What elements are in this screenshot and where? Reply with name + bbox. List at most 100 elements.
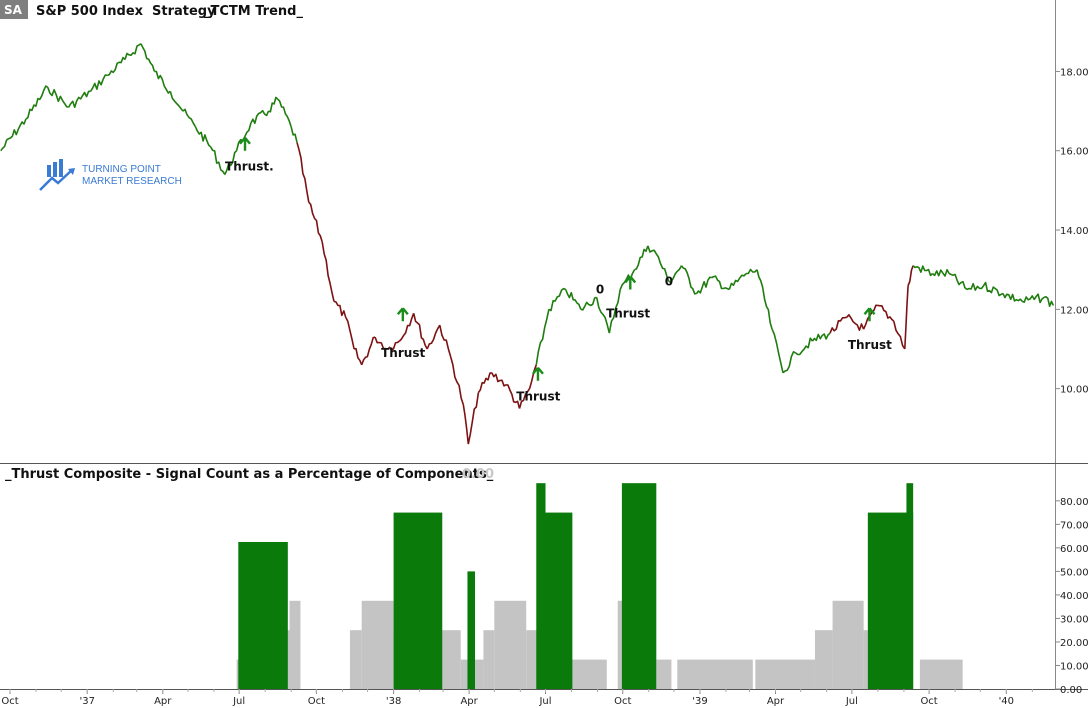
- x-tick-label: Oct: [308, 696, 325, 707]
- component-bar: [656, 659, 672, 689]
- price-y-tick-label: 16.00: [1060, 147, 1088, 158]
- price-line: [0, 43, 1055, 445]
- price-segment: [124, 43, 142, 60]
- component-bar: [863, 630, 868, 689]
- price-segment: [25, 85, 49, 120]
- price-segment: [505, 383, 521, 409]
- component-bar: [617, 600, 623, 689]
- signal-bar: [536, 483, 546, 689]
- price-segment: [333, 300, 347, 318]
- price-segment: [1002, 293, 1023, 302]
- indicator-y-tick-label: 60.00: [1060, 544, 1088, 555]
- x-axis: Oct '37 Apr Jul Oct '38 Apr Jul Oct '39 Apr Jul Oct '…: [1, 689, 1033, 707]
- price-segment: [829, 316, 847, 334]
- chart-title: S&P 500 Index: [36, 4, 144, 19]
- price-segment: [47, 87, 69, 108]
- price-segment: [0, 118, 27, 152]
- price-segment: [224, 150, 238, 175]
- price-segment: [711, 275, 730, 291]
- signal-bar: [467, 571, 476, 689]
- x-tick-label: Apr: [460, 696, 478, 707]
- lower-panel-title: _Thrust Composite - Signal Count as a Pe…: [5, 467, 494, 482]
- price-segment: [680, 265, 697, 295]
- price-segment: [412, 313, 428, 350]
- price-segment: [449, 356, 465, 405]
- component-bar: [494, 600, 527, 689]
- price-segment: [308, 201, 323, 243]
- component-bar: [919, 659, 963, 689]
- signal-zero-label: 0: [596, 283, 604, 297]
- price-segment: [296, 142, 310, 203]
- price-segment: [374, 336, 388, 350]
- x-tick-label: Oct: [614, 696, 631, 707]
- x-tick-label: '38: [386, 696, 401, 707]
- price-segment: [467, 392, 480, 445]
- thrust-label: Thrust.: [225, 160, 274, 174]
- component-bar: [755, 659, 815, 689]
- component-bar: [526, 630, 538, 689]
- signal-bar: [867, 512, 914, 689]
- indicator-y-axis: 0.00 10.00 20.00 30.00 40.00 50.00 60.00 70.00 8…: [1055, 497, 1088, 696]
- up-arrow-icon: [532, 366, 544, 381]
- signal-bar: [621, 483, 657, 689]
- signal-zero-label: 0: [665, 275, 673, 289]
- indicator-y-tick-label: 30.00: [1060, 614, 1088, 625]
- price-segment: [907, 265, 914, 286]
- up-arrow-icon: [239, 137, 251, 151]
- x-tick-label: '39: [692, 696, 707, 707]
- price-segment: [746, 268, 758, 275]
- price-segment: [771, 328, 784, 373]
- price-segment: [846, 314, 865, 331]
- price-segment: [1021, 293, 1045, 304]
- price-segment: [477, 372, 492, 394]
- indicator-y-tick-label: 80.00: [1060, 497, 1088, 508]
- component-bar: [483, 630, 495, 689]
- price-segment: [360, 336, 376, 366]
- price-segment: [756, 269, 773, 330]
- price-segment: [912, 265, 934, 277]
- indicator-y-tick-label: 0.00: [1060, 685, 1082, 696]
- x-tick-label: Jul: [232, 696, 245, 707]
- price-segment: [250, 109, 270, 125]
- component-bar: [349, 630, 362, 689]
- price-segment: [608, 289, 621, 334]
- price-y-tick-label: 10.00: [1060, 385, 1088, 396]
- price-segment: [548, 287, 567, 312]
- price-segment: [877, 304, 895, 322]
- signal-bars: [238, 483, 914, 689]
- price-y-tick-label: 18.00: [1060, 67, 1088, 78]
- thrust-label: Thrust: [516, 390, 560, 404]
- price-segment: [462, 404, 470, 445]
- price-segment: [983, 281, 1004, 297]
- component-bar: [571, 659, 607, 689]
- price-segment: [169, 91, 184, 112]
- price-segment: [931, 268, 950, 277]
- component-bar: [814, 630, 833, 689]
- price-segment: [893, 321, 906, 350]
- price-segment: [154, 70, 171, 94]
- price-segment: [655, 253, 670, 282]
- price-y-tick-label: 12.00: [1060, 305, 1088, 316]
- x-tick-label: Apr: [767, 696, 785, 707]
- thrust-label: Thrust: [606, 306, 650, 320]
- price-segment: [782, 351, 796, 374]
- price-segment: [194, 126, 212, 148]
- price-segment: [528, 364, 538, 389]
- x-tick-label: '40: [999, 696, 1014, 707]
- price-segment: [564, 289, 582, 310]
- price-segment: [668, 265, 683, 283]
- price-segment: [948, 272, 968, 291]
- indicator-y-tick-label: 20.00: [1060, 638, 1088, 649]
- thrust-arrows: [239, 137, 876, 381]
- x-tick-label: Oct: [1, 696, 18, 707]
- x-tick-label: Oct: [920, 696, 937, 707]
- indicator-label: _TCTM Trend_: [204, 4, 303, 19]
- thrust-label: Thrust: [381, 346, 425, 360]
- indicator-y-tick-label: 70.00: [1060, 520, 1088, 531]
- price-segment: [619, 269, 636, 290]
- indicator-y-tick-label: 50.00: [1060, 567, 1088, 578]
- price-segment: [140, 43, 156, 72]
- symbol-badge[interactable]: [0, 0, 28, 19]
- x-tick-label: Apr: [154, 696, 172, 707]
